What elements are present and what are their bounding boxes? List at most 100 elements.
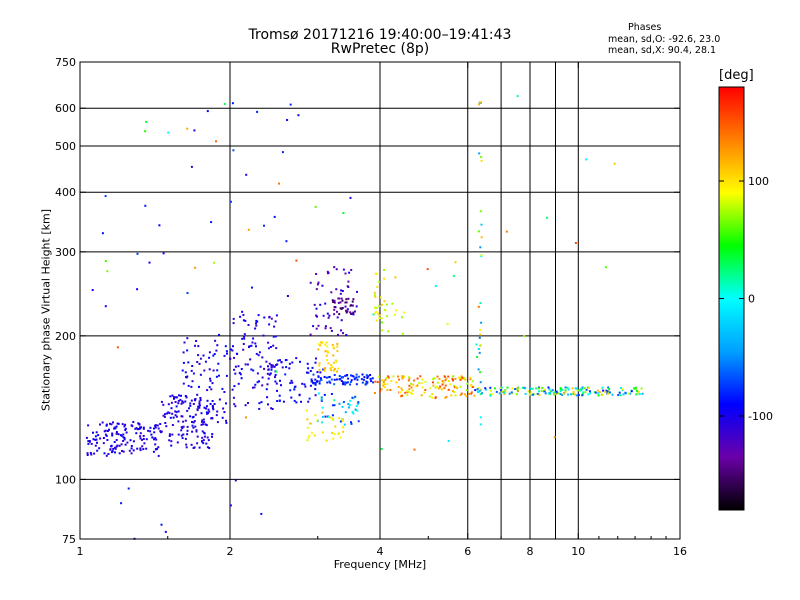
echo-point-O <box>206 110 209 113</box>
echo-point-X <box>382 380 385 383</box>
echo-point-O <box>137 428 140 430</box>
echo-point-X <box>456 387 459 390</box>
echo-point-O <box>122 440 125 442</box>
echo-point-O <box>319 371 322 374</box>
echo-point-O <box>344 272 347 275</box>
echo-point-X <box>331 417 334 420</box>
echo-point-O <box>181 437 184 440</box>
echo-point-X <box>581 386 584 389</box>
echo-point-X <box>500 392 503 395</box>
echo-point-X <box>401 377 404 380</box>
echo-point-X <box>479 210 482 213</box>
echo-point-O <box>258 402 261 405</box>
echo-point-X <box>578 389 581 392</box>
echo-point-O <box>260 401 263 404</box>
echo-point-O <box>357 402 360 405</box>
chart-subtitle: RwPretec (8p) <box>330 41 430 57</box>
echo-point-O <box>94 444 97 447</box>
echo-point-O <box>321 421 323 424</box>
echo-point-X <box>532 393 535 396</box>
echo-point-O <box>175 405 178 408</box>
echo-point-X <box>395 381 398 384</box>
echo-point-O <box>289 389 292 392</box>
echo-point-O <box>350 379 353 382</box>
echo-point-O <box>132 440 135 443</box>
echo-point-O <box>243 333 246 336</box>
echo-point-O <box>203 406 206 409</box>
echo-point-X <box>381 321 384 324</box>
echo-point-X <box>478 336 481 339</box>
echo-point-O <box>366 377 369 379</box>
echo-point-O <box>225 421 228 424</box>
echo-point-O <box>182 420 185 423</box>
echo-point-X <box>454 261 457 264</box>
echo-point-O <box>153 431 156 434</box>
echo-point-O <box>270 407 273 410</box>
echo-point-O <box>346 285 349 288</box>
echo-point-X <box>611 393 614 396</box>
echo-point-X <box>470 385 473 387</box>
echo-point-O <box>354 377 357 380</box>
echo-point-O <box>207 408 210 411</box>
echo-point-O <box>360 378 363 381</box>
echo-point-O <box>269 346 272 348</box>
echo-point-X <box>550 390 553 393</box>
echo-point-O <box>327 415 330 418</box>
echo-point-O <box>113 426 116 429</box>
echo-point-X <box>477 368 480 371</box>
echo-point-O <box>357 401 360 404</box>
echo-point-O <box>349 383 352 386</box>
echo-point-O <box>157 454 160 457</box>
echo-point-O <box>180 434 183 437</box>
echo-point-X <box>424 380 427 383</box>
echo-point-X <box>530 391 533 394</box>
echo-point-O <box>268 315 271 318</box>
echo-point-O <box>205 411 208 414</box>
echo-point-X <box>547 386 550 389</box>
echo-point-O <box>363 376 366 379</box>
echo-point-O <box>130 447 133 450</box>
echo-point-O <box>246 363 249 366</box>
echo-point-O <box>154 448 157 451</box>
echo-point-X <box>394 276 397 279</box>
echo-point-O <box>247 402 249 404</box>
echo-point-X <box>375 307 378 310</box>
echo-point-X <box>447 388 450 391</box>
echo-point-X <box>516 387 519 390</box>
echo-point-O <box>115 431 118 433</box>
x-tick-label: 1 <box>77 545 84 558</box>
echo-point-O <box>316 371 319 374</box>
echo-point-O <box>267 368 270 371</box>
echo-point-X <box>544 392 547 395</box>
echo-point-X <box>433 377 436 380</box>
echo-point-O <box>240 377 243 380</box>
echo-point-O <box>206 399 209 402</box>
echo-point-X <box>418 382 421 385</box>
echo-point-X <box>278 182 280 185</box>
echo-point-O <box>141 438 143 441</box>
echo-point-X <box>424 388 427 391</box>
echo-point-O <box>234 479 237 482</box>
echo-point-O <box>276 400 279 402</box>
echo-point-X <box>478 152 481 155</box>
echo-point-X <box>613 162 616 165</box>
echo-point-O <box>371 377 374 380</box>
echo-point-O <box>182 351 185 354</box>
echo-point-O <box>136 252 139 255</box>
echo-point-O <box>309 384 312 387</box>
echo-point-O <box>332 301 335 303</box>
echo-point-O <box>263 224 265 227</box>
echo-point-O <box>120 443 123 446</box>
echo-point-X <box>451 377 454 380</box>
echo-point-O <box>216 369 219 372</box>
echo-point-X <box>453 391 456 394</box>
echo-point-X <box>316 419 319 422</box>
echo-point-X <box>460 392 463 395</box>
echo-point-O <box>300 400 302 403</box>
echo-point-X <box>445 396 448 398</box>
echo-point-O <box>312 381 315 384</box>
echo-point-X <box>308 434 311 437</box>
echo-point-O <box>191 430 194 433</box>
echo-point-X <box>449 383 452 386</box>
echo-point-O <box>143 442 146 445</box>
